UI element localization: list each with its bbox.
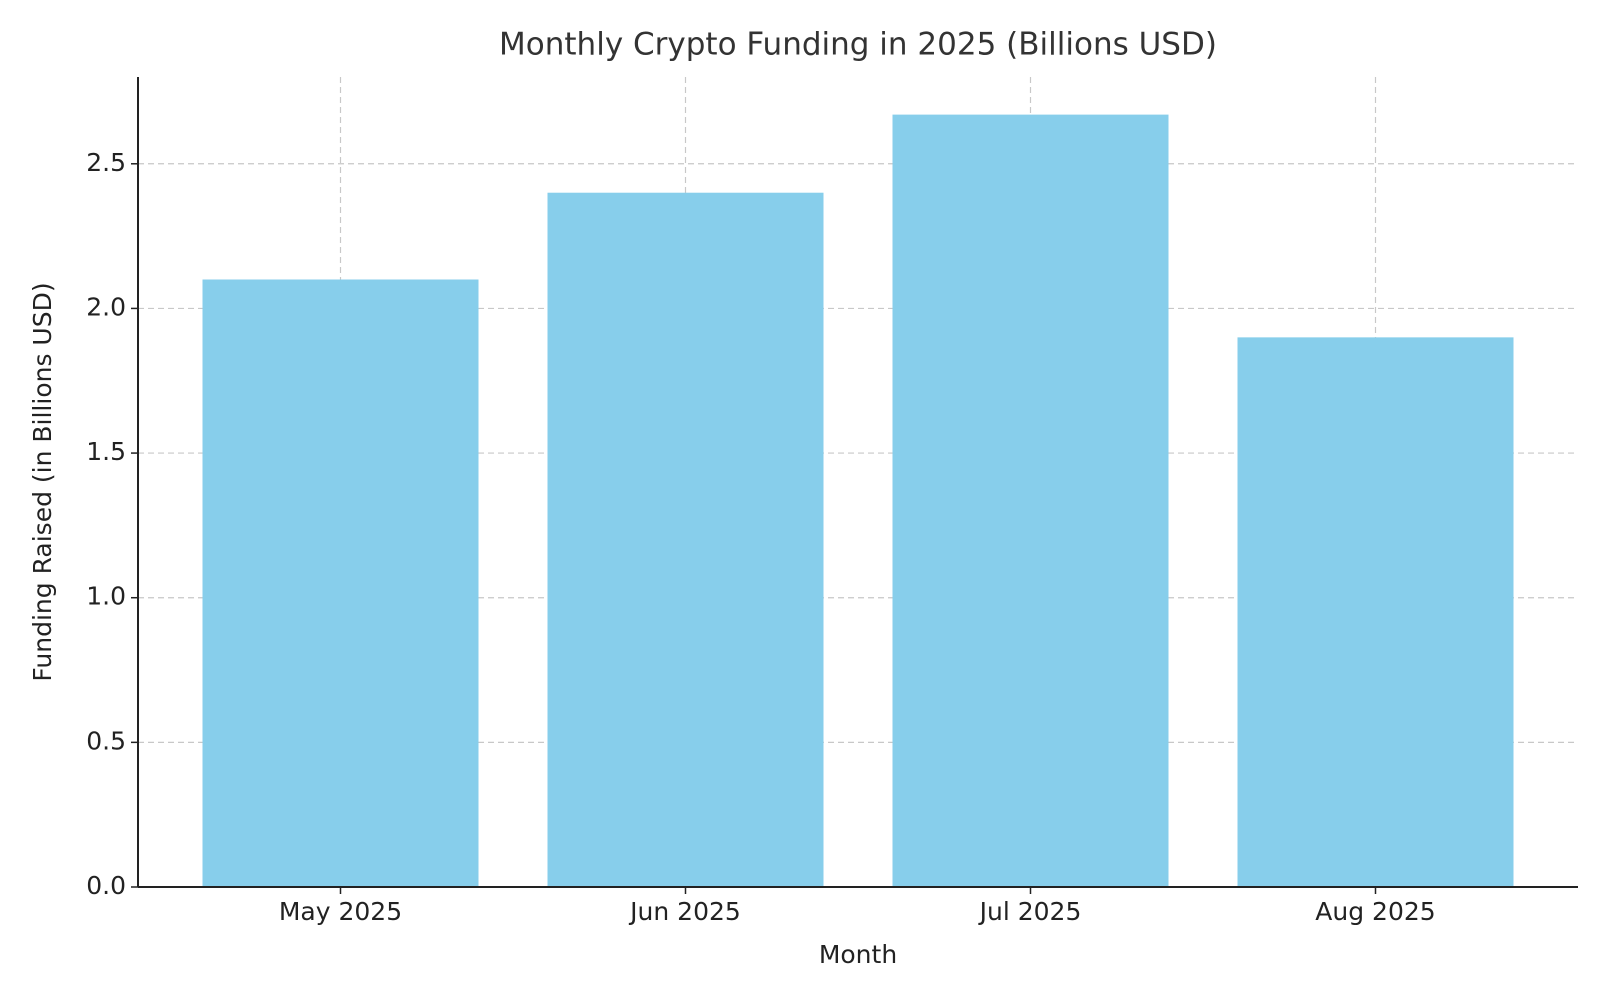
- y-tick-label: 1.0: [86, 582, 126, 611]
- x-tick-label: May 2025: [279, 897, 402, 926]
- axes: 0.0 0.5 1.0 1.5 2.0 2.5 May 2025 Jun 2025 Jul 20…: [86, 77, 1578, 926]
- bars: [202, 114, 1514, 888]
- y-axis-label: Funding Raised (in Billions USD): [28, 282, 57, 681]
- chart-title: Monthly Crypto Funding in 2025 (Billions…: [499, 27, 1217, 63]
- y-tick-label: 0.0: [86, 871, 126, 900]
- bar: [202, 279, 479, 887]
- x-axis-label: Month: [819, 940, 897, 969]
- x-tick-label: Aug 2025: [1315, 897, 1435, 926]
- bar: [547, 192, 824, 887]
- bar: [892, 114, 1169, 888]
- y-tick-label: 2.0: [86, 292, 126, 321]
- bar: [1237, 337, 1514, 887]
- x-tick-label: Jun 2025: [628, 897, 741, 926]
- y-tick-label: 1.5: [86, 437, 126, 466]
- x-tick-label: Jul 2025: [978, 897, 1082, 926]
- y-tick-label: 0.5: [86, 726, 126, 755]
- y-tick-label: 2.5: [86, 148, 126, 177]
